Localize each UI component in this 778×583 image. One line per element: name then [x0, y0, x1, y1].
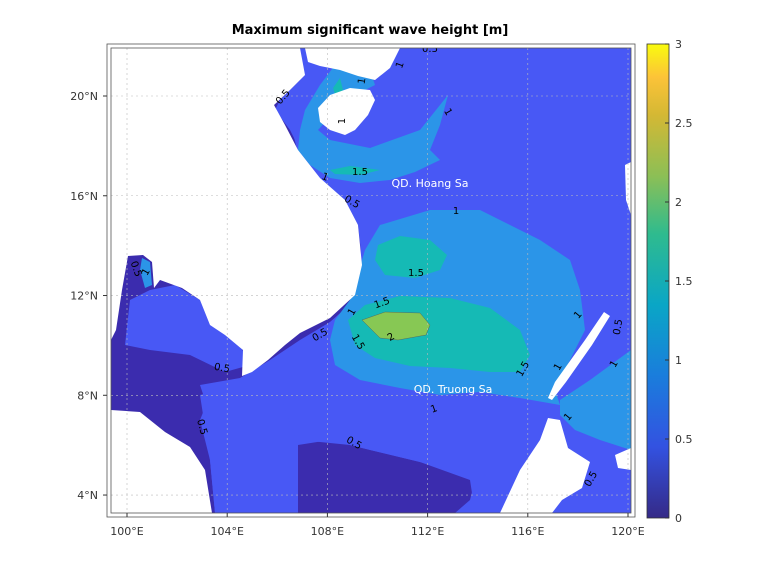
contour-label: 0.5 [612, 318, 626, 336]
contour-label: 1 [394, 60, 407, 70]
contour-label: 1 [441, 107, 454, 118]
x-tick-label: 120°E [611, 525, 644, 538]
land-borneo [500, 418, 590, 513]
colorbar-tick-label: 2 [675, 196, 682, 209]
contour-label: 1 [357, 77, 369, 85]
y-tick-label: 4°N [77, 489, 98, 502]
map-area: 0.5110.5111.510.511.50.511.5121.50.51.50… [111, 44, 631, 513]
colorbar-tick-label: 0 [675, 512, 682, 525]
annotation-hoang-sa: QD. Hoang Sa [391, 177, 468, 190]
y-tick-label: 20°N [70, 90, 98, 103]
contour-label: 1 [572, 309, 585, 321]
contour-label: 1 [453, 206, 459, 217]
contour-label: 1.5 [373, 296, 392, 312]
contour-label: 1 [320, 171, 330, 184]
contour-label: 0.5 [213, 362, 231, 376]
colorbar-tick-label: 2.5 [675, 117, 693, 130]
y-tick-label: 12°N [70, 290, 98, 303]
contour-label: 1.5 [352, 167, 368, 178]
contour-label: 1 [552, 362, 565, 373]
annotation-truong-sa: QD. Truong Sa [414, 383, 493, 396]
contour-label: 1.5 [408, 268, 424, 279]
land-palawan [548, 312, 610, 400]
contour-label: 0.5 [422, 44, 438, 55]
land-mainland [111, 48, 362, 376]
x-tick-label: 104°E [210, 525, 243, 538]
colorbar-tick-label: 1 [675, 354, 682, 367]
colorbar-tick-label: 1.5 [675, 275, 693, 288]
land-hainan [318, 88, 375, 135]
contour-label: 0.5 [128, 260, 144, 279]
axis-ticks: 100°E 104°E 108°E 112°E 116°E 120°E 4°N 8°N 12°N… [70, 90, 645, 538]
y-tick-label: 8°N [77, 389, 98, 402]
land-south-china [305, 48, 400, 80]
colorbar-tick-label: 3 [675, 38, 682, 51]
land [111, 48, 631, 513]
x-tick-label: 100°E [110, 525, 143, 538]
colorbar-ticks: 0 0.5 1 1.5 2 2.5 3 [665, 38, 693, 525]
chart-title: Maximum significant wave height [m] [232, 23, 509, 38]
contour-label: 0.5 [194, 418, 209, 436]
colorbar-tick-label: 0.5 [675, 433, 693, 446]
map-frame [106, 43, 636, 518]
contour-label: 1 [140, 267, 153, 278]
x-tick-label: 108°E [311, 525, 344, 538]
contour-label: 1 [608, 359, 621, 370]
contour-label: 1 [337, 118, 348, 124]
contour-label: 1 [346, 307, 359, 318]
x-tick-label: 112°E [411, 525, 444, 538]
contour-label: 2 [386, 331, 397, 344]
land-malay-peninsula [111, 410, 212, 513]
contour-label: 1 [562, 411, 575, 423]
x-tick-label: 116°E [511, 525, 544, 538]
land-philippines-south [615, 448, 631, 470]
band-2-2.5 [361, 311, 431, 341]
contour-label: 1 [429, 403, 439, 416]
graticule [111, 48, 631, 513]
y-tick-label: 16°N [70, 190, 98, 203]
